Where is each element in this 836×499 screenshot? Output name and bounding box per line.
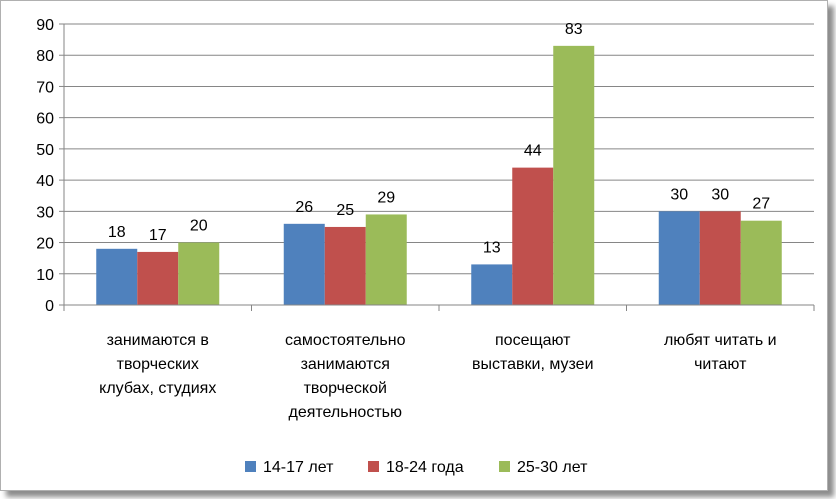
bar (96, 248, 138, 305)
y-tick-label: 80 (36, 48, 54, 65)
data-label: 30 (711, 186, 729, 203)
y-tick-label: 60 (36, 111, 54, 128)
bar (699, 211, 741, 305)
y-tick-label: 90 (36, 17, 54, 34)
legend-swatch (368, 461, 379, 472)
data-label: 26 (295, 199, 313, 216)
data-label: 17 (149, 227, 167, 244)
y-tick-label: 50 (36, 142, 54, 159)
bar (740, 220, 782, 305)
bar (512, 167, 554, 305)
y-tick-label: 30 (36, 204, 54, 221)
y-tick-label: 40 (36, 173, 54, 190)
legend-label: 18-24 года (386, 459, 464, 476)
bar (365, 214, 407, 305)
data-label: 18 (108, 224, 126, 241)
data-label: 29 (377, 189, 395, 206)
bar (553, 45, 595, 305)
legend-swatch (499, 461, 510, 472)
y-tick-label: 70 (36, 79, 54, 96)
y-tick-label: 10 (36, 267, 54, 284)
category-label: посещают выставки, музеи (472, 332, 594, 373)
data-label: 13 (483, 239, 501, 256)
y-tick-label: 20 (36, 236, 54, 253)
data-label: 25 (336, 202, 354, 219)
bar (471, 264, 513, 305)
bar (283, 223, 325, 305)
data-label: 30 (670, 186, 688, 203)
legend-swatch (245, 461, 256, 472)
category-label: самостоятельно занимаются творческой деятел… (285, 332, 406, 421)
data-label: 44 (524, 143, 542, 160)
data-label: 83 (565, 21, 583, 38)
category-label: любят читать и читают (664, 332, 777, 373)
bar (137, 251, 179, 305)
bar (324, 226, 366, 305)
y-tick-label: 0 (45, 298, 54, 315)
category-label: занимаются в творческих клубах, студиях (99, 332, 216, 397)
bar (658, 211, 700, 305)
data-label: 27 (752, 196, 770, 213)
bar (178, 242, 220, 305)
data-label: 20 (190, 218, 208, 235)
legend-label: 14-17 лет (263, 459, 334, 476)
legend-label: 25-30 лет (517, 459, 588, 476)
